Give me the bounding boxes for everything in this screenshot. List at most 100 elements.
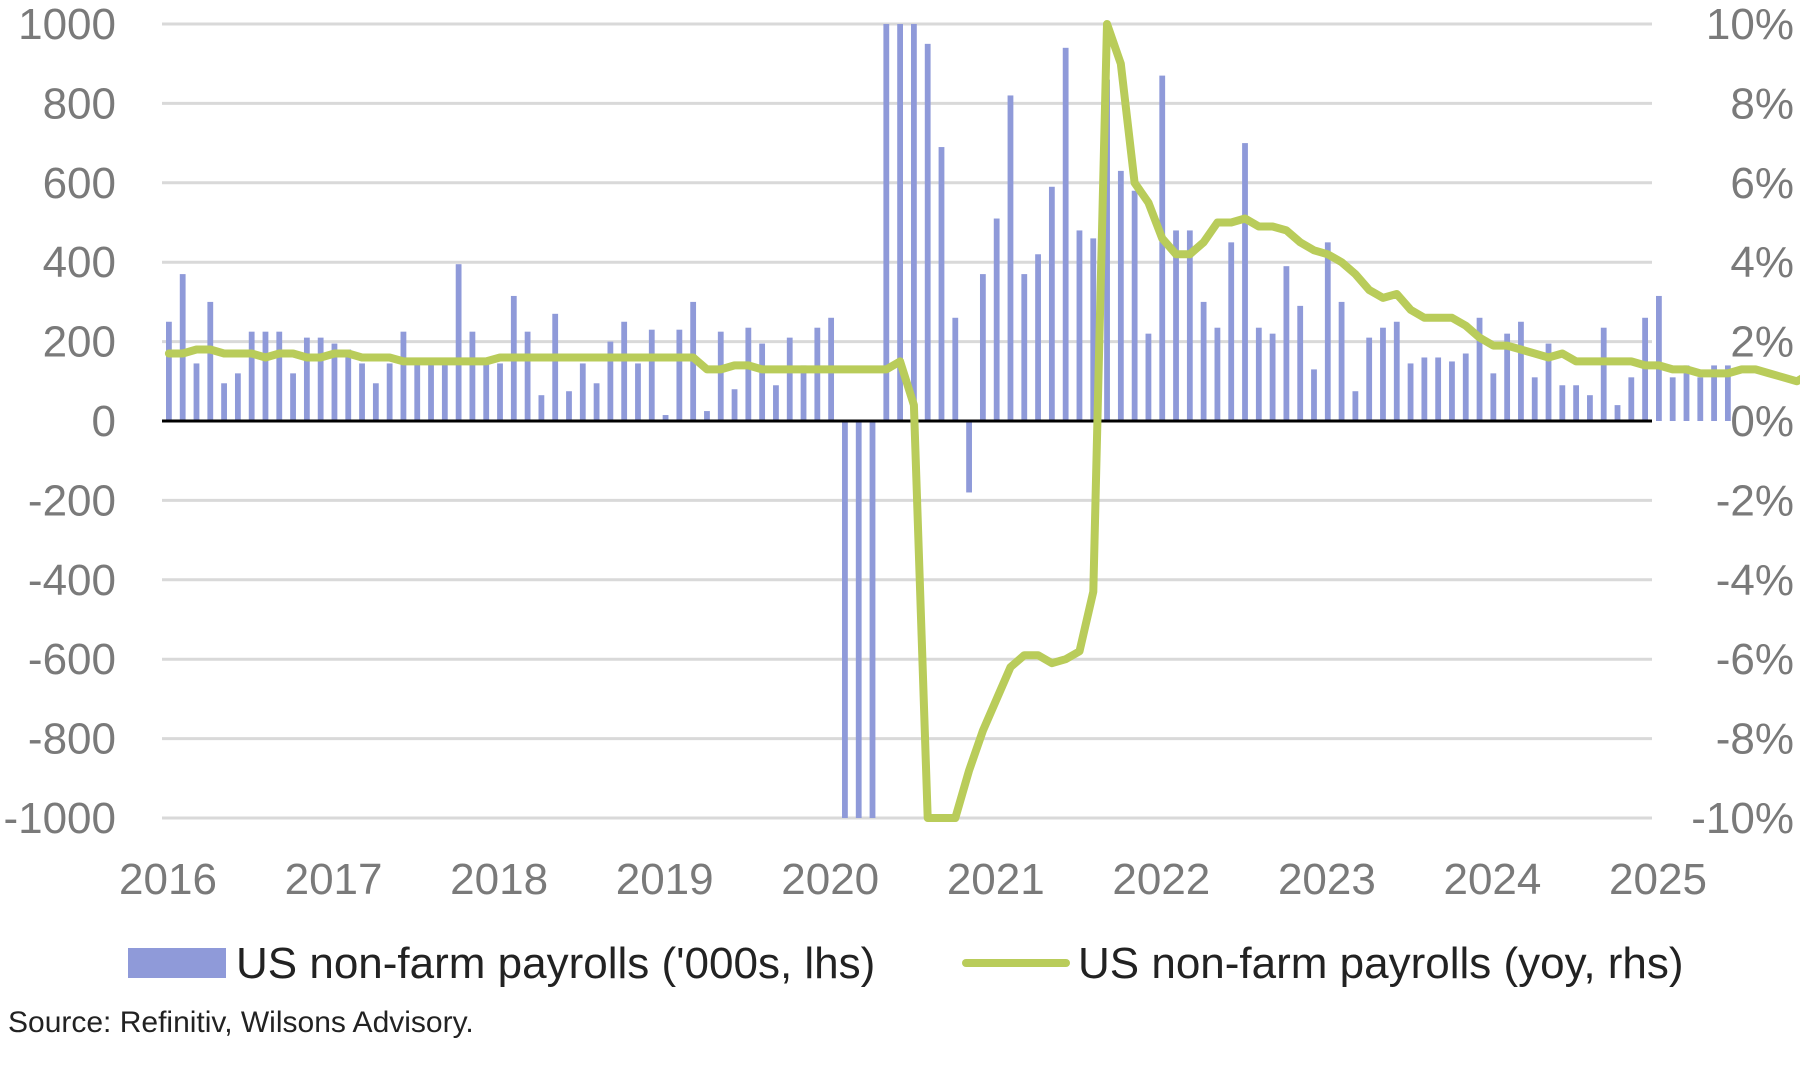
payroll-bar (1214, 327, 1221, 421)
payroll-bar (1104, 79, 1110, 421)
payroll-bar (855, 421, 862, 818)
gridlines (162, 22, 1652, 820)
payroll-bar (1490, 373, 1497, 421)
payroll-bar (166, 321, 172, 421)
x-tick-label: 2016 (119, 855, 217, 904)
payroll-bar (979, 274, 986, 421)
payroll-bar (704, 411, 710, 421)
payroll-bar (1117, 170, 1124, 421)
payroll-bar (221, 383, 227, 421)
payroll-bar (1311, 369, 1317, 421)
payroll-bar (1504, 333, 1511, 421)
payroll-bar (1324, 242, 1331, 421)
payroll-bar (1697, 377, 1704, 421)
payroll-bar (635, 363, 641, 421)
payroll-bar (1462, 353, 1469, 421)
left-tick-label: 400 (43, 238, 116, 287)
payroll-bar (1297, 305, 1304, 421)
left-tick-label: 200 (43, 318, 116, 367)
payroll-bar (1173, 230, 1179, 421)
payroll-bar (248, 331, 255, 421)
payroll-bar (883, 24, 890, 421)
payroll-bar (938, 147, 945, 421)
payroll-bar (1228, 242, 1235, 421)
payroll-bar (1255, 327, 1262, 421)
payroll-bar (1366, 337, 1373, 421)
payroll-bar (924, 43, 931, 421)
payroll-bar (179, 274, 186, 421)
payroll-bar (773, 385, 779, 421)
payroll-bar (1090, 238, 1097, 421)
payroll-bar (1076, 230, 1083, 421)
payroll-bar (1393, 321, 1400, 421)
payroll-bar (1407, 363, 1414, 421)
right-axis-ticks: 10% 8% 6% 4% 2% 0% -2% -4% -6% -8% -10% (1691, 0, 1794, 843)
payroll-bar (966, 421, 972, 493)
right-tick-label: 8% (1730, 79, 1794, 128)
payroll-bar (1573, 385, 1580, 421)
payroll-bar (276, 331, 283, 421)
legend-bar-swatch (128, 948, 226, 978)
left-tick-label: -800 (28, 715, 116, 764)
payroll-bar (1352, 391, 1359, 421)
right-tick-label: 4% (1730, 238, 1794, 287)
legend-bar-label: US non-farm payrolls ('000s, lhs) (236, 939, 875, 988)
payroll-bar (566, 391, 572, 421)
right-tick-label: 6% (1730, 159, 1794, 208)
payroll-bar (842, 421, 848, 818)
left-tick-label: 1000 (18, 0, 116, 49)
left-tick-label: -600 (28, 635, 116, 684)
payroll-bar (731, 389, 738, 421)
x-tick-label: 2023 (1278, 855, 1376, 904)
right-tick-label: -4% (1716, 556, 1794, 605)
payroll-bar (911, 24, 917, 421)
payroll-bar (455, 264, 462, 421)
payroll-bar (317, 337, 324, 421)
payroll-bar (759, 343, 766, 421)
payroll-bar (400, 331, 407, 421)
payroll-bar (193, 363, 200, 421)
payroll-bar (1186, 230, 1193, 421)
right-tick-label: 0% (1730, 397, 1794, 446)
payroll-bar (1269, 333, 1276, 421)
x-tick-label: 2021 (947, 855, 1045, 904)
x-tick-label: 2022 (1112, 855, 1210, 904)
left-tick-label: -200 (28, 476, 116, 525)
payroll-bar (1159, 75, 1166, 422)
payroll-bar (483, 363, 490, 421)
payroll-bar (1656, 295, 1662, 421)
right-tick-label: 10% (1706, 0, 1794, 49)
payroll-bar (1518, 321, 1524, 421)
payroll-bar (441, 363, 448, 421)
payroll-bar (952, 317, 959, 421)
right-tick-label: -10% (1691, 794, 1794, 843)
left-tick-label: 0 (92, 397, 116, 446)
yoy-line (164, 20, 1800, 822)
payroll-bar (1007, 95, 1014, 422)
right-tick-label: -2% (1716, 476, 1794, 525)
payroll-bar (497, 363, 503, 421)
payroll-bar (648, 329, 655, 421)
payroll-bar (1338, 301, 1345, 421)
payroll-bar (207, 301, 214, 421)
left-tick-label: -400 (28, 556, 116, 605)
payroll-bar (814, 327, 821, 421)
payroll-bar (1711, 365, 1717, 421)
left-tick-label: -1000 (3, 794, 116, 843)
payroll-bar (1283, 266, 1290, 421)
payroll-bar (1021, 274, 1028, 421)
payroll-bar (1242, 143, 1248, 421)
payroll-bar (1724, 365, 1731, 421)
payroll-bar (593, 383, 600, 421)
right-tick-label: -6% (1716, 635, 1794, 684)
payroll-bar (993, 218, 1000, 421)
payroll-bar (1048, 186, 1055, 421)
x-tick-label: 2018 (450, 855, 548, 904)
legend-line-label: US non-farm payrolls (yoy, rhs) (1078, 939, 1684, 988)
payroll-bar (234, 373, 241, 421)
x-tick-label: 2017 (285, 855, 383, 904)
x-tick-label: 2020 (781, 855, 879, 904)
right-tick-label: 2% (1730, 318, 1794, 367)
x-tick-label: 2025 (1609, 855, 1707, 904)
